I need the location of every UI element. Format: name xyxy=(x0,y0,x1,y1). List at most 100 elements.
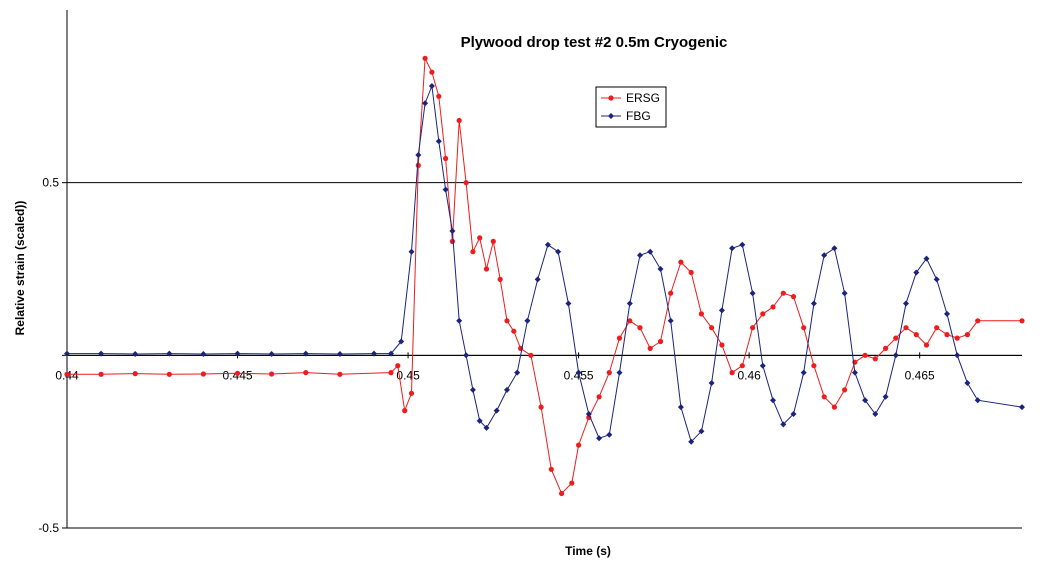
point-ersg-15 xyxy=(429,69,435,75)
point-ersg-74 xyxy=(1019,318,1025,324)
series-line-fbg xyxy=(67,85,1023,443)
point-ersg-4 xyxy=(200,371,206,377)
point-fbg-22 xyxy=(476,417,483,424)
point-fbg-7 xyxy=(302,350,309,357)
point-ersg-29 xyxy=(528,352,534,358)
x-tick-label-2: 0.45 xyxy=(396,368,420,382)
point-ersg-40 xyxy=(637,325,643,331)
point-ersg-7 xyxy=(303,370,309,376)
point-ersg-18 xyxy=(449,238,455,244)
point-fbg-55 xyxy=(810,300,817,307)
point-ersg-48 xyxy=(719,342,725,348)
point-fbg-64 xyxy=(903,300,909,307)
point-fbg-45 xyxy=(708,380,715,386)
point-fbg-67 xyxy=(933,276,940,283)
point-fbg-70 xyxy=(964,380,971,386)
point-ersg-46 xyxy=(698,311,705,317)
point-fbg-48 xyxy=(739,241,746,248)
point-fbg-44 xyxy=(698,428,705,435)
point-ersg-32 xyxy=(559,490,565,497)
point-fbg-30 xyxy=(555,248,562,255)
y-axis-title: Relative strain (scaled)) xyxy=(13,201,27,336)
point-ersg-0 xyxy=(64,371,70,377)
point-fbg-36 xyxy=(616,369,623,376)
point-ersg-41 xyxy=(647,345,653,351)
point-fbg-18 xyxy=(449,228,456,234)
point-fbg-13 xyxy=(415,152,422,158)
point-fbg-60 xyxy=(862,397,869,404)
point-ersg-25 xyxy=(497,276,503,282)
point-ersg-23 xyxy=(483,266,490,272)
legend: ERSG FBG xyxy=(595,86,667,128)
point-fbg-34 xyxy=(596,435,603,442)
point-fbg-39 xyxy=(647,248,654,255)
point-fbg-5 xyxy=(234,350,241,357)
point-ersg-65 xyxy=(893,335,899,341)
point-fbg-31 xyxy=(565,300,572,307)
point-fbg-47 xyxy=(729,245,736,252)
point-ersg-68 xyxy=(923,342,930,348)
point-fbg-26 xyxy=(514,369,521,376)
point-ersg-43 xyxy=(668,290,674,296)
point-ersg-51 xyxy=(750,325,756,331)
point-ersg-13 xyxy=(415,162,421,168)
point-ersg-20 xyxy=(463,180,469,186)
point-ersg-21 xyxy=(470,249,476,255)
point-fbg-41 xyxy=(667,317,674,324)
point-fbg-2 xyxy=(132,351,139,357)
point-ersg-12 xyxy=(408,390,415,396)
point-fbg-63 xyxy=(892,352,899,359)
point-fbg-17 xyxy=(442,186,449,193)
point-ersg-58 xyxy=(821,394,827,400)
point-ersg-45 xyxy=(688,269,694,276)
point-ersg-10 xyxy=(395,363,401,369)
point-ersg-60 xyxy=(842,387,848,393)
x-tick-labels: 0.440.4450.450.4550.460.465 xyxy=(55,352,935,382)
point-ersg-1 xyxy=(98,371,104,377)
point-ersg-2 xyxy=(132,371,138,377)
point-fbg-0 xyxy=(64,350,70,357)
series-fbg xyxy=(64,83,1025,445)
series-layer xyxy=(64,55,1025,497)
point-fbg-21 xyxy=(469,386,476,393)
point-fbg-3 xyxy=(166,350,173,357)
legend-swatch-marker xyxy=(608,95,614,101)
point-ersg-54 xyxy=(780,290,786,296)
point-ersg-36 xyxy=(596,394,602,400)
point-fbg-50 xyxy=(759,362,766,369)
point-fbg-46 xyxy=(718,307,725,314)
point-ersg-37 xyxy=(606,370,612,376)
point-ersg-22 xyxy=(477,235,483,241)
point-fbg-42 xyxy=(677,404,684,411)
point-fbg-28 xyxy=(534,276,541,283)
point-ersg-3 xyxy=(166,371,172,377)
point-fbg-11 xyxy=(398,338,405,345)
legend-swatch-marker xyxy=(608,113,614,119)
point-ersg-57 xyxy=(811,363,817,369)
point-ersg-11 xyxy=(402,408,408,414)
point-ersg-44 xyxy=(678,259,684,265)
axes xyxy=(66,10,1022,528)
point-ersg-59 xyxy=(831,404,838,410)
point-ersg-34 xyxy=(576,442,582,448)
chart-title: Plywood drop test #2 0.5m Cryogenic xyxy=(461,34,728,51)
point-ersg-69 xyxy=(934,325,940,331)
legend-label: ERSG xyxy=(626,91,660,105)
point-ersg-9 xyxy=(388,370,394,376)
point-ersg-26 xyxy=(504,318,510,324)
point-fbg-8 xyxy=(336,351,343,357)
point-ersg-38 xyxy=(616,335,623,341)
point-fbg-16 xyxy=(435,138,442,145)
point-fbg-4 xyxy=(200,351,207,357)
point-fbg-35 xyxy=(606,431,613,438)
point-fbg-61 xyxy=(872,411,879,417)
legend-box xyxy=(595,86,667,128)
point-ersg-5 xyxy=(234,370,241,376)
x-axis-title: Time (s) xyxy=(565,544,611,558)
point-ersg-53 xyxy=(770,304,776,310)
legend-label: FBG xyxy=(626,109,651,123)
point-fbg-52 xyxy=(780,421,787,428)
point-fbg-54 xyxy=(800,369,807,376)
x-tick-label-4: 0.46 xyxy=(737,368,761,382)
point-fbg-53 xyxy=(790,411,797,417)
